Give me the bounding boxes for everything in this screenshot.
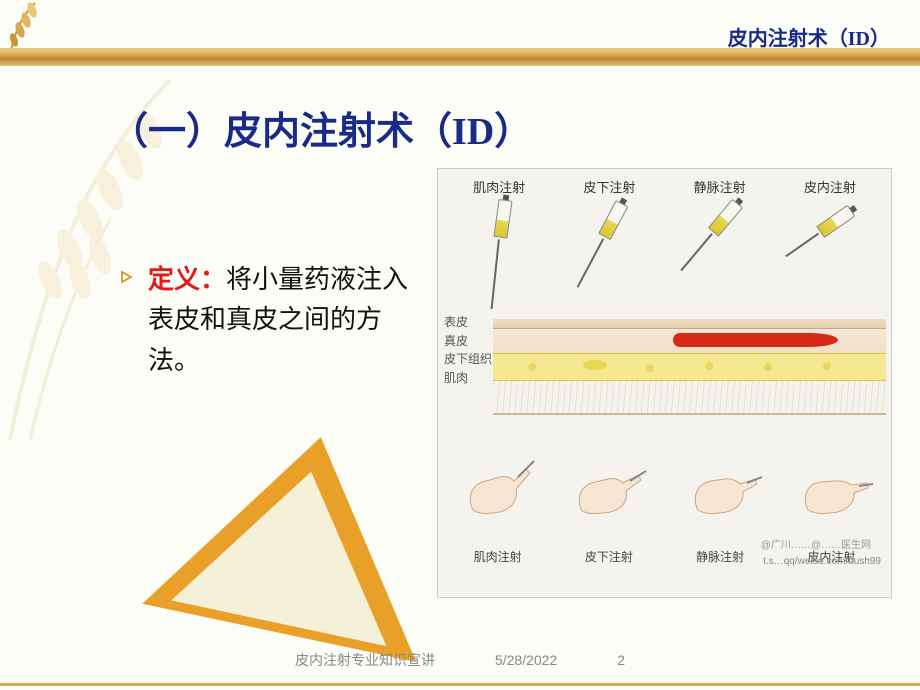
diagram-label: 肌肉注射 xyxy=(474,548,522,565)
watermark-attribution: @广川……@……医生网 xyxy=(761,536,871,551)
layer-labels: 表皮 真皮 皮下组织 肌肉 xyxy=(444,313,492,387)
layer-subcutaneous xyxy=(493,353,886,381)
layer-epidermis xyxy=(493,319,886,329)
bottom-decorative-line xyxy=(0,683,920,686)
hand-sc xyxy=(568,455,648,525)
footer: 皮内注射专业知识宣讲 5/28/2022 2 xyxy=(0,650,920,670)
layer-muscle xyxy=(493,381,886,415)
syringe-iv xyxy=(708,199,746,240)
definition-block: 定义：将小量药液注入表皮和真皮之间的方法。 xyxy=(120,260,410,381)
diagram-label: 皮下注射 xyxy=(585,548,633,565)
syringe-im xyxy=(493,199,516,239)
skin-cross-section: 表皮 真皮 皮下组织 肌肉 xyxy=(438,315,891,435)
definition-label: 定义： xyxy=(148,265,226,294)
watermark-url: t.s…qq/weibo.com/bush99 xyxy=(763,556,881,567)
diagram-label: 皮内注射 xyxy=(804,177,856,196)
syringe-id xyxy=(816,205,857,242)
hand-id xyxy=(793,455,873,525)
footer-date: 5/28/2022 xyxy=(495,652,557,668)
footer-title: 皮内注射专业知识宣讲 xyxy=(295,650,435,670)
bullet-arrow-icon xyxy=(120,270,134,284)
section-title: （一）皮内注射术（ID） xyxy=(110,100,532,155)
footer-page-number: 2 xyxy=(617,652,625,668)
diagram-label: 静脉注射 xyxy=(696,548,744,565)
header-title: 皮内注射术（ID） xyxy=(728,22,890,51)
diagram-label: 静脉注射 xyxy=(694,177,746,196)
layer-label: 表皮 xyxy=(444,313,492,332)
layer-label: 真皮 xyxy=(444,332,492,351)
vein xyxy=(673,333,838,347)
hand-im xyxy=(458,455,538,525)
diagram-label: 皮下注射 xyxy=(583,177,635,196)
syringe-row xyxy=(438,200,891,315)
layer-label: 肌肉 xyxy=(444,369,492,388)
syringe-sc xyxy=(598,200,632,242)
diagram-label: 肌肉注射 xyxy=(473,177,525,196)
layer-label: 皮下组织 xyxy=(444,350,492,369)
definition-text: 定义：将小量药液注入表皮和真皮之间的方法。 xyxy=(148,260,410,381)
fluid-deposit xyxy=(583,360,607,370)
injection-diagram: 肌肉注射 皮下注射 静脉注射 皮内注射 表皮 真皮 皮下组织 肌肉 xyxy=(437,168,892,598)
hand-iv xyxy=(683,455,763,525)
